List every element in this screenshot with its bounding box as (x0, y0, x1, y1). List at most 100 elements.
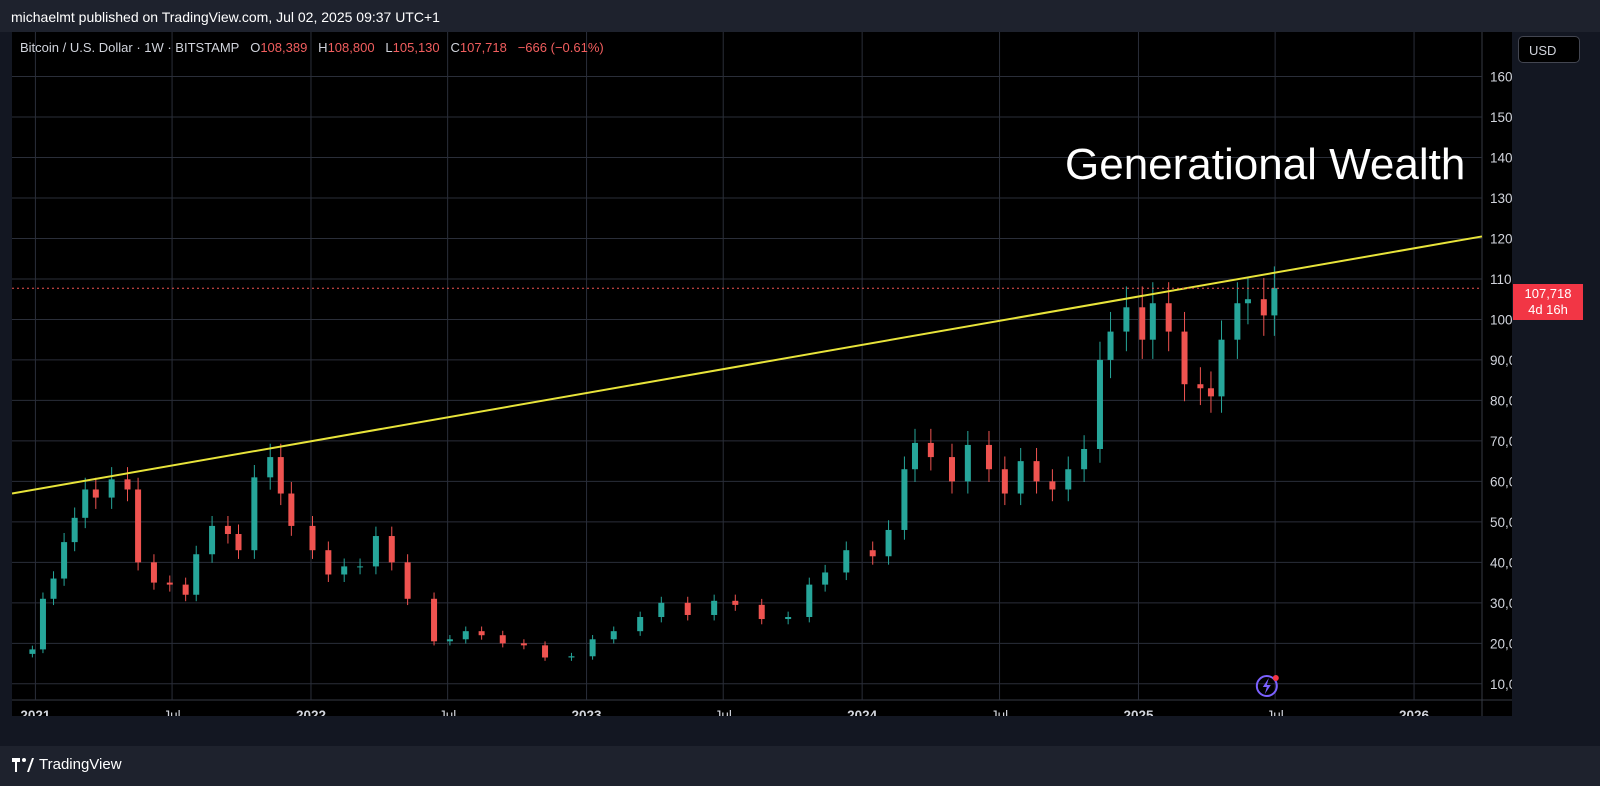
candle-down[interactable] (499, 635, 506, 644)
candle-down[interactable] (1001, 469, 1008, 494)
candle-up[interactable] (911, 442, 918, 470)
candle-down[interactable] (1197, 384, 1204, 389)
candle-down[interactable] (235, 534, 242, 551)
candle-down[interactable] (150, 562, 157, 583)
candle-down[interactable] (1049, 481, 1056, 490)
candle-down[interactable] (542, 645, 549, 658)
candle-up[interactable] (1244, 299, 1251, 304)
candle-down[interactable] (1033, 461, 1040, 482)
y-tick-label: 160,000 (1490, 70, 1512, 85)
symbol-title[interactable]: Bitcoin / U.S. Dollar · 1W · BITSTAMP (20, 40, 240, 55)
x-tick-label: 2022 (296, 708, 326, 716)
candle-down[interactable] (431, 598, 438, 642)
candle-up[interactable] (568, 656, 575, 658)
y-tick-label: 90,000 (1490, 353, 1512, 368)
tradingview-logo[interactable]: TradingView (12, 756, 122, 773)
y-tick-label: 110,000 (1490, 272, 1512, 287)
candle-up[interactable] (1271, 288, 1278, 316)
candle-up[interactable] (267, 457, 274, 478)
chart-area[interactable]: 10,000 20,000 30,000 40,000 50,000 60,000 70,0… (12, 32, 1512, 716)
low-label: L (385, 40, 393, 55)
candle-up[interactable] (82, 489, 89, 518)
candle-down[interactable] (927, 442, 934, 458)
candle-down[interactable] (166, 582, 173, 585)
candle-up[interactable] (1065, 469, 1072, 490)
candle-up[interactable] (1096, 359, 1103, 449)
candle-down[interactable] (135, 489, 142, 563)
candle-up[interactable] (61, 542, 68, 579)
candle-down[interactable] (520, 643, 527, 646)
candle-up[interactable] (251, 477, 258, 551)
low-value: 105,130 (392, 40, 440, 55)
candle-up[interactable] (29, 649, 36, 654)
candle-up[interactable] (1107, 331, 1114, 360)
y-tick-label: 20,000 (1490, 636, 1512, 651)
candle-up[interactable] (901, 469, 908, 530)
candle-up[interactable] (71, 517, 78, 543)
candle-up[interactable] (357, 566, 364, 568)
candle-up[interactable] (341, 566, 348, 575)
candle-up[interactable] (39, 598, 46, 650)
candle-up[interactable] (610, 631, 617, 640)
candle-down[interactable] (288, 493, 295, 526)
ohlc-legend: Bitcoin / U.S. Dollar · 1W · BITSTAMP O1… (20, 40, 604, 55)
candle-down[interactable] (325, 550, 332, 575)
candle-up[interactable] (50, 578, 57, 599)
candle-up[interactable] (462, 631, 469, 640)
open-value: 108,389 (260, 40, 308, 55)
candle-down[interactable] (1207, 388, 1214, 397)
candle-down[interactable] (732, 600, 739, 605)
candle-down[interactable] (1181, 331, 1188, 385)
candle-up[interactable] (964, 444, 971, 482)
x-tick-label: 2024 (847, 708, 878, 716)
candle-up[interactable] (806, 584, 813, 618)
candle-down[interactable] (309, 525, 316, 551)
candle-up[interactable] (446, 639, 453, 642)
high-value: 108,800 (327, 40, 375, 55)
candle-up[interactable] (822, 572, 829, 585)
candle-down[interactable] (277, 457, 284, 494)
candle-up[interactable] (372, 536, 379, 567)
currency-button[interactable]: USD (1518, 36, 1580, 63)
candle-down[interactable] (758, 604, 765, 620)
candle-up[interactable] (785, 617, 792, 620)
candle-down[interactable] (478, 631, 485, 636)
candle-down[interactable] (985, 444, 992, 470)
candle-up[interactable] (193, 554, 200, 595)
price-chart[interactable]: 10,000 20,000 30,000 40,000 50,000 60,000 70,0… (12, 32, 1512, 716)
candle-up[interactable] (843, 550, 850, 573)
candle-up[interactable] (1017, 461, 1024, 494)
candle-down[interactable] (404, 562, 411, 599)
candle-down[interactable] (224, 525, 231, 535)
candle-up[interactable] (108, 479, 115, 498)
publish-header: michaelmt published on TradingView.com, … (0, 0, 1600, 32)
candle-up[interactable] (658, 602, 665, 618)
change-value: −666 (−0.61%) (517, 40, 604, 55)
lightning-badge-icon[interactable] (1255, 675, 1278, 697)
candle-down[interactable] (1260, 299, 1267, 316)
candle-up[interactable] (589, 639, 596, 657)
footer-bar: TradingView (0, 746, 1600, 786)
candle-down[interactable] (182, 584, 189, 595)
candle-down[interactable] (948, 457, 955, 482)
candle-up[interactable] (1218, 339, 1225, 397)
chart-annotation-text[interactable]: Generational Wealth (1065, 140, 1466, 189)
candle-down[interactable] (388, 536, 395, 563)
x-tick-label: 2021 (20, 708, 51, 716)
candle-down[interactable] (92, 489, 99, 498)
candle-up[interactable] (209, 525, 216, 555)
candle-down[interactable] (869, 550, 876, 557)
trendline[interactable] (12, 235, 1483, 495)
candle-down[interactable] (124, 479, 131, 490)
candle-down[interactable] (684, 602, 691, 615)
candle-up[interactable] (1234, 303, 1241, 340)
candle-up[interactable] (1123, 307, 1130, 332)
close-value: 107,718 (459, 40, 507, 55)
candle-up[interactable] (1081, 448, 1088, 470)
candle-down[interactable] (1139, 307, 1146, 340)
candle-up[interactable] (885, 529, 892, 557)
candle-up[interactable] (637, 617, 644, 632)
candle-up[interactable] (1149, 303, 1156, 340)
candle-down[interactable] (1165, 303, 1172, 332)
candle-up[interactable] (711, 600, 718, 615)
